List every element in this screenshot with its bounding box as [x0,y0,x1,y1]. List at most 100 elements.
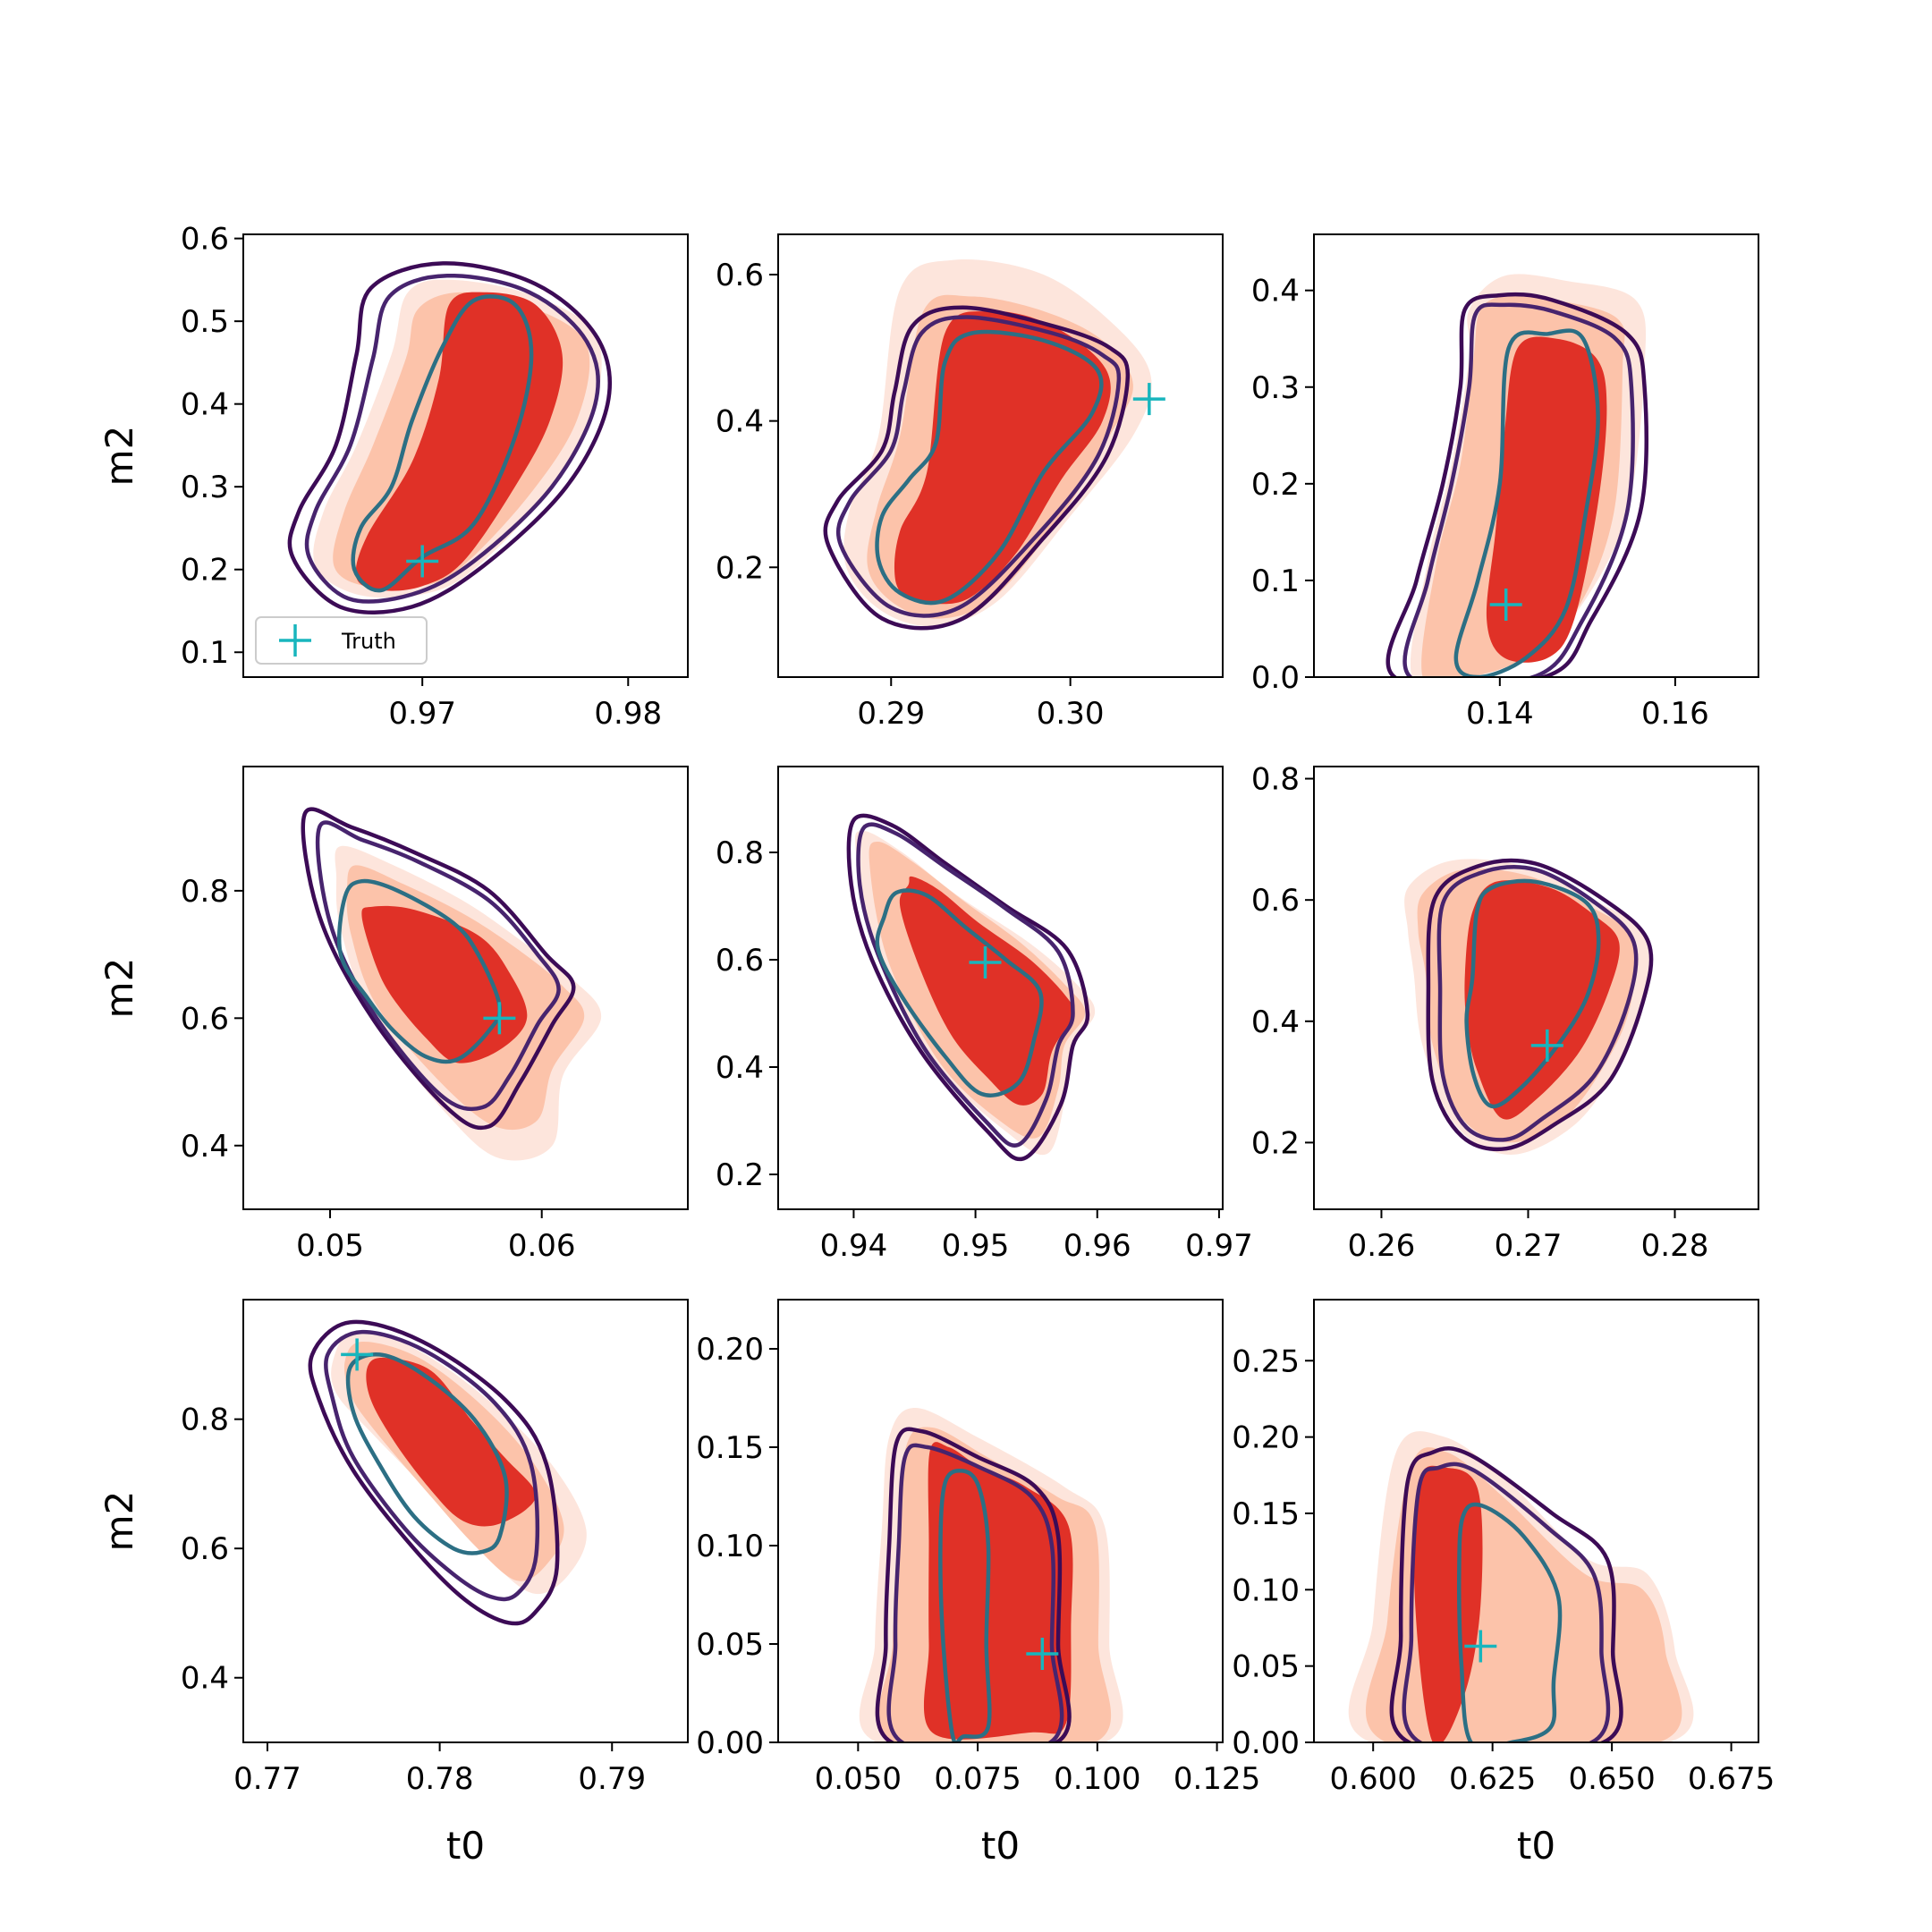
contour-line-mid [324,1329,540,1602]
plot-area [859,1408,1123,1742]
y-tick-label: 0.2 [1251,467,1300,503]
y-tick-label: 0.6 [716,943,764,979]
x-tick-label: 0.650 [1568,1761,1655,1797]
kde-fill-core [1413,1465,1483,1742]
y-tick-label: 0.6 [181,222,229,258]
panel-0-0: 0.97 0.98 0.1 0.2 0.3 0.4 0.5 0.6 m2 Truth [97,222,689,732]
kde-fill-core [1464,880,1620,1120]
plot-area [287,261,613,614]
y-tick-label: 0.05 [1232,1649,1300,1685]
contour-line-inner [1453,328,1600,677]
y-tick-label: 0.6 [181,1531,229,1567]
y-tick-label: 0.10 [696,1529,764,1564]
x-tick-label: 0.675 [1688,1761,1775,1797]
axes-frame [1313,1299,1759,1743]
y-tick-label: 0.20 [696,1332,764,1368]
axes-frame [1313,766,1759,1210]
contour-line-outer [846,813,1090,1162]
contour-line-outer [1389,1445,1623,1742]
panel-2-1: 0.050 0.075 0.100 0.125 0.00 0.05 0.10 0.15 0.20… [696,1299,1260,1868]
x-tick-label: 0.98 [594,696,662,732]
truth-marker [1026,1638,1059,1670]
contour-line-mid [835,315,1122,618]
plot-area [301,807,602,1161]
y-tick-label: 0.00 [696,1725,764,1761]
legend-box [255,616,428,665]
kde-fill-core [355,292,564,591]
contour-line-mid [1402,1462,1611,1742]
y-tick-label: 0.15 [1232,1496,1300,1532]
x-axis-label: t0 [1517,1824,1555,1868]
contour-line-mid [1402,302,1635,677]
x-axis-label: t0 [446,1824,485,1868]
contour-line-inner [875,329,1104,606]
y-tick-label: 0.2 [716,1157,764,1193]
x-tick-label: 0.050 [815,1761,902,1797]
axes-frame [777,766,1224,1210]
y-tick-label: 0.1 [181,635,229,671]
x-tick-label: 0.78 [406,1761,474,1797]
plot-area [308,1319,587,1626]
plot-area [1385,274,1649,677]
x-tick-label: 0.075 [934,1761,1021,1797]
x-tick-label: 0.600 [1330,1761,1417,1797]
axes-frame [777,1299,1224,1743]
x-tick-label: 0.625 [1449,1761,1536,1797]
y-tick-label: 0.0 [1251,660,1300,696]
kde-fill-core [923,1442,1073,1740]
axes-frame [242,233,689,678]
axes-frame [1313,233,1759,678]
y-tick-label: 0.4 [716,1050,764,1086]
kde-fill-core [894,310,1111,605]
contour-line-inner [345,1352,509,1555]
y-tick-label: 0.20 [1232,1420,1300,1456]
truth-marker [1132,383,1165,416]
x-tick-label: 0.79 [578,1761,646,1797]
x-tick-label: 0.06 [508,1228,576,1264]
y-tick-label: 0.2 [1251,1125,1300,1161]
truth-marker [341,1338,374,1371]
plot-area [846,813,1096,1162]
y-tick-label: 0.3 [181,470,229,505]
y-axis-label: m2 [97,1491,141,1552]
y-tick-label: 0.6 [716,258,764,293]
panel-0-2: 0.14 0.16 0.0 0.1 0.2 0.3 0.4 [1251,233,1759,732]
y-axis-label: m2 [97,426,141,487]
panel-2-0: 0.77 0.78 0.79 0.4 0.6 0.8 m2 t0 [97,1299,689,1868]
contour-line-mid [886,1443,1064,1742]
x-tick-label: 0.14 [1466,696,1534,732]
y-tick-label: 0.4 [1251,274,1300,309]
truth-marker [1489,588,1522,621]
contour-line-inner [1456,1502,1563,1742]
x-tick-label: 0.77 [233,1761,301,1797]
y-tick-label: 0.4 [716,404,764,440]
contour-line-mid [1436,864,1639,1142]
contour-line-inner [1464,878,1601,1109]
contour-line-outer [1426,858,1654,1152]
contour-line-outer [287,261,613,614]
panel-1-0: 0.05 0.06 0.4 0.6 0.8 m2 [97,766,689,1264]
y-tick-label: 0.6 [1251,883,1300,919]
y-tick-label: 0.15 [696,1430,764,1466]
y-tick-label: 0.10 [1232,1572,1300,1608]
panel-1-1: 0.94 0.95 0.96 0.97 0.2 0.4 0.6 0.8 [716,766,1253,1264]
plot-area [1348,1431,1694,1742]
y-tick-label: 0.2 [181,553,229,589]
contour-line-outer [823,305,1131,631]
x-tick-label: 0.26 [1348,1228,1416,1264]
y-axis-label: m2 [97,958,141,1019]
axes-frame [242,766,689,1210]
x-tick-label: 0.97 [388,696,456,732]
axes-frame [777,233,1224,678]
y-tick-label: 0.05 [696,1627,764,1663]
y-tick-label: 0.8 [1251,762,1300,798]
y-tick-label: 0.4 [181,1661,229,1697]
x-tick-label: 0.100 [1054,1761,1140,1797]
x-tick-label: 0.28 [1641,1228,1709,1264]
contour-line-outer [301,807,576,1131]
contour-line-inner [337,878,503,1064]
y-tick-label: 0.00 [1232,1725,1300,1761]
x-tick-label: 0.97 [1185,1228,1253,1264]
truth-marker [406,545,439,578]
